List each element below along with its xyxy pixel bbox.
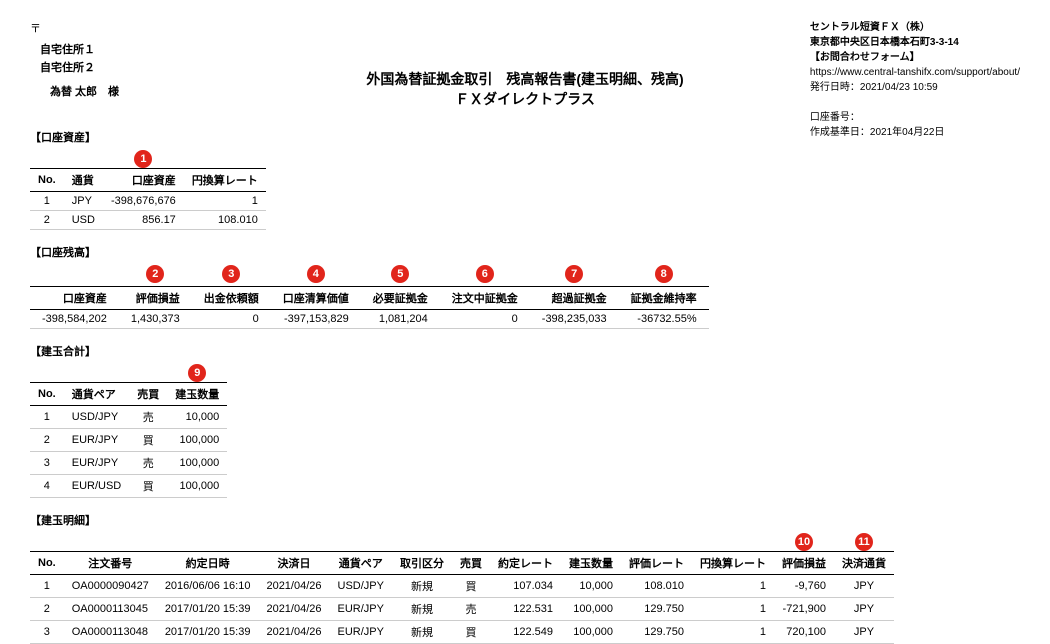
badge-6: 6 xyxy=(476,265,494,283)
badge-2: 2 xyxy=(146,265,164,283)
col-liquidation: 口座清算価値 xyxy=(271,287,361,310)
col-rate: 円換算レート xyxy=(184,169,266,192)
col-exec-dt: 約定日時 xyxy=(157,552,259,575)
col-jpy-rate: 円換算レート xyxy=(692,552,774,575)
badge-3: 3 xyxy=(222,265,240,283)
col-settle-date: 決済日 xyxy=(258,552,329,575)
section-account-balance: 【口座残高】 xyxy=(30,244,1020,260)
contact-form-label: 【お問合わせフォーム】 xyxy=(810,50,1020,65)
col-currency: 通貨 xyxy=(64,169,103,192)
col-order-no: 注文番号 xyxy=(64,552,157,575)
table-row: 1USD/JPY売10,000 xyxy=(30,406,227,429)
col-settle-ccy: 決済通貨 xyxy=(834,552,894,575)
badge-10: 10 xyxy=(795,533,813,551)
col-balance-asset: 口座資産 xyxy=(30,287,119,310)
badge-5: 5 xyxy=(391,265,409,283)
company-address: 東京都中央区日本橋本石町3-3-14 xyxy=(810,35,1020,50)
col-margin-ratio: 証拠金維持率 xyxy=(619,287,709,310)
col-eval-pl: 評価損益 xyxy=(119,287,192,310)
table-row: -398,584,202 1,430,373 0 -397,153,829 1,… xyxy=(30,310,709,329)
col-qty: 建玉数量 xyxy=(561,552,621,575)
company-name: セントラル短資ＦＸ（株） xyxy=(810,20,1020,35)
badge-8: 8 xyxy=(655,265,673,283)
badge-4: 4 xyxy=(307,265,325,283)
table-row: 1OA00000904272016/06/06 16:102021/04/26U… xyxy=(30,575,894,598)
badge-11: 11 xyxy=(855,533,873,551)
table-row: 2OA00001130452017/01/20 15:392021/04/26E… xyxy=(30,598,894,621)
assets-table: 1 No. 通貨 口座資産 円換算レート 1 JPY -398,676,676 … xyxy=(30,147,266,230)
col-pair: 通貨ペア xyxy=(330,552,392,575)
section-position-detail: 【建玉明細】 xyxy=(30,512,1020,528)
section-position-total: 【建玉合計】 xyxy=(30,343,1020,359)
col-no: No. xyxy=(30,383,64,406)
table-row: 3OA00001130482017/01/20 15:392021/04/26E… xyxy=(30,621,894,644)
badge-1: 1 xyxy=(134,150,152,168)
table-row: 3EUR/JPY売100,000 xyxy=(30,452,227,475)
col-exec-rate: 約定レート xyxy=(490,552,561,575)
table-row: 1 JPY -398,676,676 1 xyxy=(30,192,266,211)
balance-table: 2 3 4 5 6 7 8 口座資産 評価損益 出金依頼額 口座清算価値 必要証… xyxy=(30,262,709,329)
company-url: https://www.central-tanshifx.com/support… xyxy=(810,65,1020,80)
table-row: 2 USD 856.17 108.010 xyxy=(30,211,266,230)
table-row: 2EUR/JPY買100,000 xyxy=(30,429,227,452)
col-required-margin: 必要証拠金 xyxy=(361,287,440,310)
badge-7: 7 xyxy=(565,265,583,283)
col-trade-class: 取引区分 xyxy=(392,552,452,575)
col-excess-margin: 超過証拠金 xyxy=(530,287,619,310)
table-row: 4EUR/USD買100,000 xyxy=(30,475,227,498)
col-order-margin: 注文中証拠金 xyxy=(440,287,530,310)
col-eval-rate: 評価レート xyxy=(621,552,692,575)
col-buysell: 売買 xyxy=(452,552,490,575)
company-info: セントラル短資ＦＸ（株） 東京都中央区日本橋本石町3-3-14 【お問合わせフォ… xyxy=(810,20,1020,140)
col-no: No. xyxy=(30,169,64,192)
account-number-label: 口座番号： xyxy=(810,110,1020,125)
position-total-table: 9 No. 通貨ペア 売買 建玉数量 1USD/JPY売10,000 2EUR/… xyxy=(30,361,227,498)
col-pair: 通貨ペア xyxy=(64,383,130,406)
basis-date: 作成基準日：2021年04月22日 xyxy=(810,125,1020,140)
col-buysell: 売買 xyxy=(129,383,167,406)
position-detail-table: 10 11 No. 注文番号 約定日時 決済日 通貨ペア 取引区分 売買 約定レ… xyxy=(30,530,894,644)
col-withdrawal: 出金依頼額 xyxy=(192,287,271,310)
col-amount: 口座資産 xyxy=(103,169,184,192)
badge-9: 9 xyxy=(188,364,206,382)
issued-datetime: 発行日時：2021/04/23 10:59 xyxy=(810,80,1020,95)
col-qty: 建玉数量 xyxy=(167,383,227,406)
col-eval-pl: 評価損益 xyxy=(774,552,834,575)
col-no: No. xyxy=(30,552,64,575)
